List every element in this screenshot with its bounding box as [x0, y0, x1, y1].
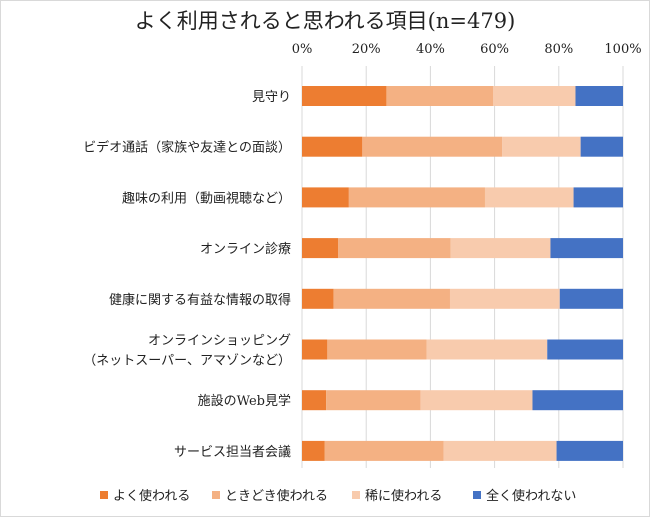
bar-segment	[559, 288, 623, 309]
bar-segment	[302, 390, 327, 411]
legend-label: よく使われる	[113, 488, 190, 504]
legend-swatch	[100, 491, 108, 499]
bar-segment	[420, 390, 533, 411]
chart-title: よく利用されると思われる項目(n=479)	[135, 9, 516, 33]
bar-segment	[532, 390, 623, 411]
x-tick-label: 0%	[292, 42, 313, 57]
bar-segment	[556, 440, 623, 461]
bar-segment	[302, 86, 387, 106]
legend-label: 全く使われない	[486, 488, 576, 504]
bar-segment	[573, 187, 623, 208]
bar-segment	[302, 136, 363, 157]
x-tick-label: 100%	[604, 42, 641, 57]
legend-swatch	[212, 491, 220, 499]
legend: よく使われる ときどき使われる 稀に使われる 全く使われない	[100, 488, 576, 504]
bar-segment	[386, 86, 493, 106]
bar-segment	[580, 136, 623, 157]
legend-label: ときどき使われる	[225, 488, 328, 504]
bar-segment	[348, 187, 485, 208]
x-axis-ticks: 0% 20% 40% 60% 80% 100%	[292, 42, 642, 57]
x-tick-label: 20%	[352, 42, 381, 57]
bar-segment	[575, 86, 623, 106]
bar-segment	[426, 339, 548, 360]
category-label: サービス担当者会議	[174, 445, 291, 460]
category-label: （ネットスーパー、アマゾンなど）	[83, 354, 291, 369]
bar-segment	[302, 440, 325, 461]
bar-segment	[302, 339, 328, 360]
bar-segment	[327, 339, 427, 360]
legend-label: 稀に使われる	[365, 488, 442, 504]
bar-segment	[362, 136, 503, 157]
category-label: 趣味の利用（動画視聴など）	[122, 191, 291, 206]
bar-segment	[484, 187, 574, 208]
category-label: 施設のWeb見学	[198, 393, 291, 409]
bar-segment	[547, 339, 623, 360]
bar-segment	[550, 238, 623, 259]
legend-swatch	[352, 491, 360, 499]
category-label: 見守り	[252, 90, 291, 105]
x-tick-label: 80%	[544, 42, 573, 57]
bar-segment	[492, 86, 576, 106]
bar-segment	[502, 136, 581, 157]
bar-segment	[326, 390, 421, 411]
x-tick-label: 40%	[416, 42, 445, 57]
category-label: オンライン診療	[200, 241, 291, 257]
category-label: オンラインショッピング	[148, 334, 291, 349]
bar-segment	[302, 238, 339, 259]
bar-segment	[338, 238, 451, 259]
bar-segment	[443, 440, 557, 461]
category-label: ビデオ通話（家族や友達との面談）	[83, 140, 291, 156]
bar-segment	[324, 440, 444, 461]
x-tick-label: 60%	[480, 42, 509, 57]
bar-segment	[302, 187, 349, 208]
legend-swatch	[473, 491, 481, 499]
bar-segment	[333, 288, 450, 309]
bar-segment	[449, 288, 560, 309]
category-label: 健康に関する有益な情報の取得	[109, 292, 291, 308]
bar-segment	[302, 288, 334, 309]
bars	[302, 86, 623, 461]
bar-segment	[450, 238, 551, 259]
